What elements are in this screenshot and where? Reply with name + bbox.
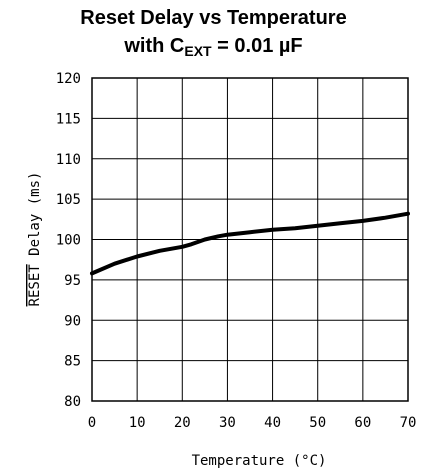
grid — [91, 77, 409, 402]
x-tick-label: 10 — [129, 415, 146, 431]
x-tick-label: 30 — [219, 415, 236, 431]
chart-title-line1: Reset Delay vs Temperature — [80, 7, 347, 29]
title-prefix: with C — [124, 35, 185, 57]
x-tick-label: 50 — [309, 415, 326, 431]
y-tick-label: 85 — [64, 354, 81, 370]
y-tick-label: 120 — [56, 71, 81, 87]
title-subscript: EXT — [184, 43, 212, 59]
title-suffix: = 0.01 µF — [211, 35, 303, 57]
y-axis-label-overline: RESET — [27, 264, 43, 307]
x-tick-label: 20 — [174, 415, 191, 431]
y-tick-label: 100 — [56, 233, 81, 249]
y-tick-labels: 80 85 90 95 100 105 110 115 120 — [56, 71, 81, 410]
x-tick-labels: 0 10 20 30 40 50 60 70 — [88, 415, 417, 431]
y-tick-label: 95 — [64, 273, 81, 289]
y-tick-label: 115 — [56, 111, 81, 127]
y-tick-label: 80 — [64, 394, 81, 410]
y-tick-label: 110 — [56, 152, 81, 168]
y-axis-label: RESET Delay (ms) — [27, 172, 43, 307]
chart-title-line2: with CEXT = 0.01 µF — [0, 34, 427, 58]
series-line — [90, 211, 410, 276]
x-tick-label: 70 — [400, 415, 417, 431]
x-tick-label: 40 — [264, 415, 281, 431]
plot-frame — [91, 77, 409, 402]
x-axis-label: Temperature (°C) — [192, 453, 327, 469]
y-tick-label: 90 — [64, 313, 81, 329]
y-axis-label-rest: Delay (ms) — [27, 172, 43, 265]
x-tick-label: 0 — [88, 415, 96, 431]
y-tick-label: 105 — [56, 192, 81, 208]
x-tick-label: 60 — [354, 415, 371, 431]
